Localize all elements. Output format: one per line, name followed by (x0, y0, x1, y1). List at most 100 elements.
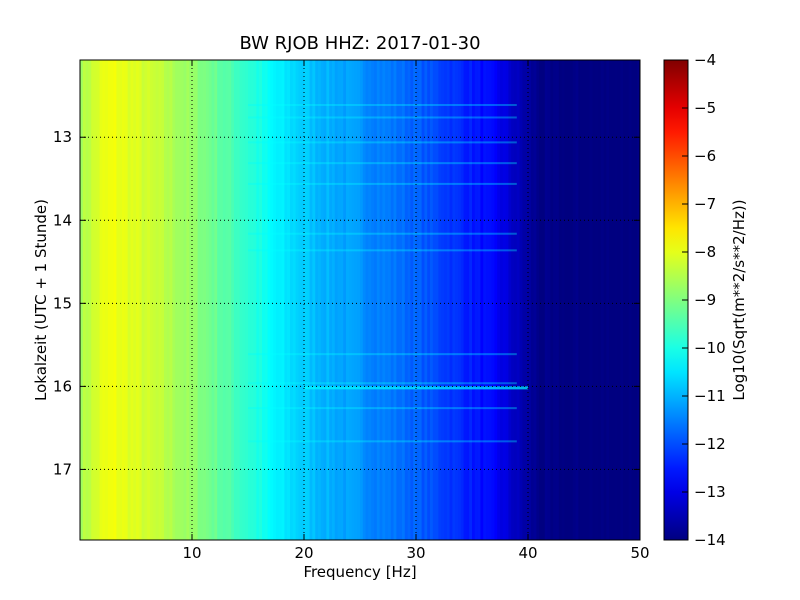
spectrum-column (220, 60, 224, 540)
spectrum-column (424, 60, 428, 540)
spectrum-column (147, 60, 151, 540)
spectrum-column (284, 60, 288, 540)
spectrum-column (357, 60, 361, 540)
spectrum-column (96, 60, 100, 540)
y-tick-label: 15 (53, 294, 72, 312)
spectrum-column (253, 60, 257, 540)
spectrum-column (124, 60, 128, 540)
spectrum-column (390, 60, 394, 540)
spectrum-column (547, 60, 551, 540)
spectrum-column (544, 60, 548, 540)
spectrum-column (626, 60, 630, 540)
spectrum-column (287, 60, 291, 540)
spectrum-column (130, 60, 134, 540)
spectrum-column (449, 60, 453, 540)
spectrum-column (631, 60, 635, 540)
bright-band (248, 382, 517, 385)
spectrum-column (180, 60, 184, 540)
spectrum-column (315, 60, 319, 540)
spectrum-column (421, 60, 425, 540)
spectrum-column (318, 60, 322, 540)
colorbar-tick-label: −7 (694, 195, 716, 213)
spectrum-column (91, 60, 95, 540)
spectrum-column (228, 60, 232, 540)
spectrum-column (477, 60, 481, 540)
spectrum-column (617, 60, 621, 540)
spectrum-column (589, 60, 593, 540)
colorbar-tick-label: −10 (694, 339, 726, 357)
spectrum-column (186, 60, 190, 540)
spectrum-column (614, 60, 618, 540)
spectrum-column (152, 60, 156, 540)
spectrum-column (136, 60, 140, 540)
spectrum-column (572, 60, 576, 540)
spectrum-column (575, 60, 579, 540)
spectrum-column (206, 60, 210, 540)
spectrum-column (393, 60, 397, 540)
spectrum-column (259, 60, 263, 540)
spectrum-column (418, 60, 422, 540)
colorbar-tick-label: −12 (694, 435, 726, 453)
spectrum-column (427, 60, 431, 540)
spectrum-column (603, 60, 607, 540)
spectrum-column (178, 60, 182, 540)
spectrum-column (113, 60, 117, 540)
spectrum-column (564, 60, 568, 540)
spectrum-column (234, 60, 238, 540)
spectrum-column (404, 60, 408, 540)
spectrum-column (340, 60, 344, 540)
spectrum-column (334, 60, 338, 540)
spectrum-column (388, 60, 392, 540)
spectrum-column (306, 60, 310, 540)
spectrum-column (192, 60, 196, 540)
spectrum-column (474, 60, 478, 540)
spectrum-column (203, 60, 207, 540)
spectrum-column (578, 60, 582, 540)
spectrogram-plot-area (80, 60, 640, 540)
y-tick-label: 16 (53, 377, 72, 395)
spectrum-column (516, 60, 520, 540)
spectrum-column (519, 60, 523, 540)
bright-band (248, 232, 517, 235)
spectrum-column (144, 60, 148, 540)
spectrum-column (278, 60, 282, 540)
colorbar-tick-label: −13 (694, 483, 726, 501)
spectrum-column (264, 60, 268, 540)
spectrum-column (110, 60, 114, 540)
spectrum-column (343, 60, 347, 540)
colorbar-tick-label: −4 (694, 51, 716, 69)
colorbar-tick-label: −8 (694, 243, 716, 261)
spectrum-column (432, 60, 436, 540)
spectrum-column (581, 60, 585, 540)
x-axis-ticks: 10 20 30 40 50 (182, 60, 650, 562)
spectrum-column (248, 60, 252, 540)
bright-band (248, 353, 517, 356)
spectrum-column (80, 60, 84, 540)
spectrum-column (292, 60, 296, 540)
spectrum-column (354, 60, 358, 540)
spectrum-column (486, 60, 490, 540)
spectrum-column (183, 60, 187, 540)
spectrum-column (276, 60, 280, 540)
spectrum-column (267, 60, 271, 540)
spectrum-column (262, 60, 266, 540)
spectrum-column (94, 60, 98, 540)
x-tick-label: 40 (518, 544, 537, 562)
bright-band (248, 116, 517, 119)
spectrum-column (222, 60, 226, 540)
spectrum-column (326, 60, 330, 540)
spectrum-column (175, 60, 179, 540)
spectrum-column (533, 60, 537, 540)
bright-band (248, 162, 517, 165)
spectrum-column (141, 60, 145, 540)
plot-frame (79, 59, 641, 541)
spectrum-column (382, 60, 386, 540)
spectrum-column (550, 60, 554, 540)
spectrum-column (368, 60, 372, 540)
spectrum-column (399, 60, 403, 540)
spectrum-column (385, 60, 389, 540)
spectrum-column (82, 60, 86, 540)
spectrum-column (158, 60, 162, 540)
spectrum-column (609, 60, 613, 540)
spectrum-column (270, 60, 274, 540)
